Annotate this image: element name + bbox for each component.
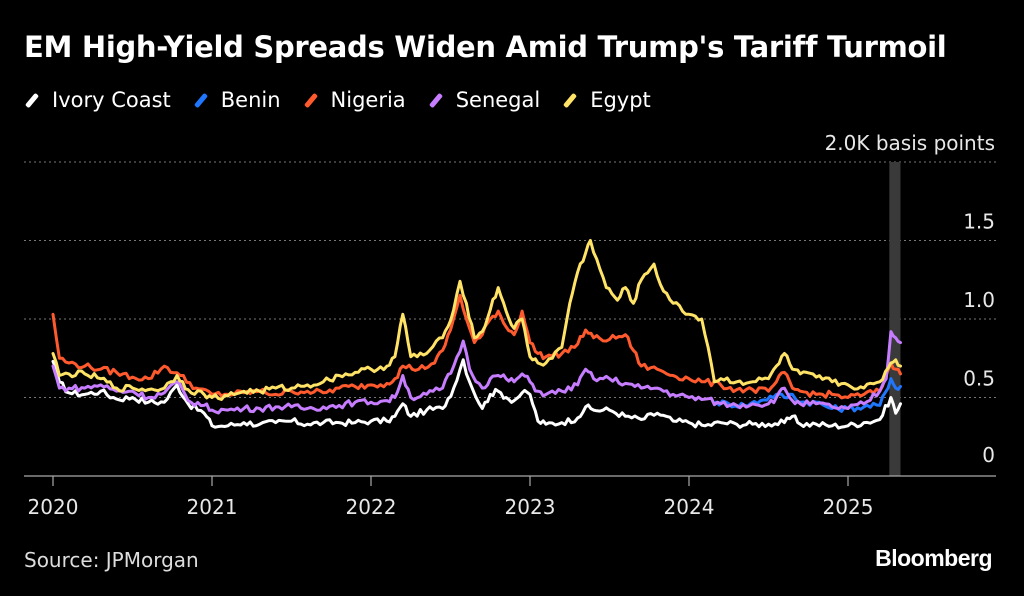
- y-tick-label: 0.5: [963, 367, 995, 391]
- legend-item-senegal: Senegal: [428, 88, 541, 112]
- series-lines: [51, 239, 902, 430]
- series-line-senegal: [51, 330, 902, 415]
- x-tick-label: 2021: [187, 495, 238, 519]
- legend-label: Benin: [220, 88, 281, 112]
- x-tick-label: 2020: [28, 495, 79, 519]
- chart-title: EM High-Yield Spreads Widen Amid Trump's…: [24, 30, 947, 64]
- bloomberg-logo: Bloomberg: [875, 545, 992, 571]
- x-tick-label: 2024: [664, 495, 715, 519]
- legend: Ivory Coast Benin Nigeria Senegal Egypt: [24, 88, 673, 112]
- legend-item-nigeria: Nigeria: [303, 88, 406, 112]
- y-tick-label: 1.5: [963, 210, 995, 234]
- grid: [24, 161, 996, 398]
- highlight-band: [889, 162, 901, 476]
- legend-item-ivory-coast: Ivory Coast: [24, 88, 171, 112]
- legend-label: Nigeria: [330, 88, 406, 112]
- source-note: Source: JPMorgan: [24, 548, 199, 572]
- highlight-band-rect: [889, 162, 901, 476]
- series-line-egypt: [51, 239, 902, 401]
- legend-item-egypt: Egypt: [562, 88, 651, 112]
- y-tick-label: 1.0: [963, 288, 995, 312]
- series-line-ivory-coast: [51, 358, 902, 430]
- y-tick-label: 2.0K basis points: [825, 131, 995, 155]
- legend-item-benin: Benin: [193, 88, 281, 112]
- axes: 0 0.5 1.0 1.5 2.0K basis points 2020 2021 2022 2…: [24, 131, 996, 519]
- y-tick-label: 0: [982, 443, 995, 467]
- x-tick-label: 2025: [823, 495, 874, 519]
- x-tick-label: 2023: [505, 495, 556, 519]
- x-tick-label: 2022: [346, 495, 397, 519]
- legend-label: Senegal: [455, 88, 541, 112]
- legend-label: Ivory Coast: [52, 88, 171, 112]
- legend-label: Egypt: [590, 88, 651, 112]
